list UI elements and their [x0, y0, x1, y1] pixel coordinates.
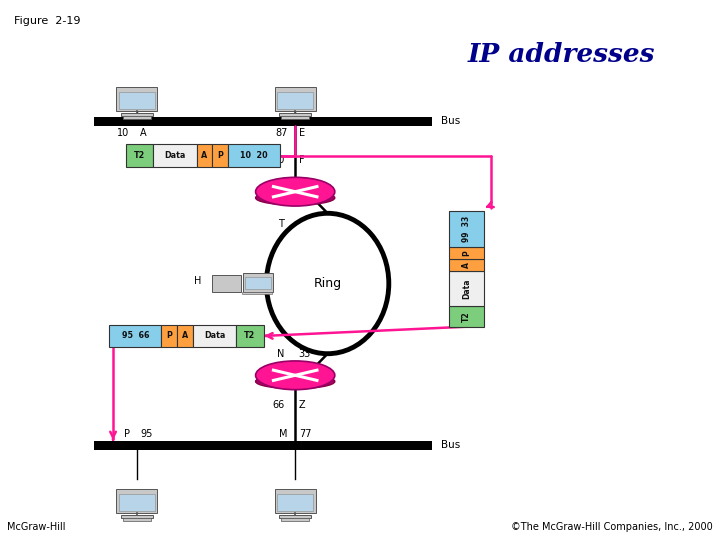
- Bar: [122, 116, 151, 119]
- Bar: [277, 92, 313, 109]
- Text: 10: 10: [117, 129, 130, 138]
- Ellipse shape: [256, 177, 335, 206]
- Bar: [119, 494, 155, 511]
- Text: Bus: Bus: [441, 117, 460, 126]
- Bar: [274, 87, 316, 111]
- Text: 66: 66: [272, 400, 284, 410]
- Bar: [121, 515, 153, 518]
- Bar: [116, 87, 158, 111]
- Text: IP addresses: IP addresses: [468, 42, 655, 66]
- Text: A: A: [140, 129, 147, 138]
- Bar: [277, 494, 313, 511]
- Bar: [236, 325, 264, 347]
- Bar: [197, 144, 212, 167]
- Text: Figure  2-19: Figure 2-19: [14, 16, 81, 26]
- Bar: [116, 489, 158, 514]
- Bar: [121, 113, 153, 116]
- Bar: [449, 271, 484, 306]
- Text: A: A: [202, 151, 207, 160]
- Bar: [245, 277, 271, 289]
- Ellipse shape: [266, 213, 389, 354]
- Text: Data: Data: [164, 151, 186, 160]
- Text: 95  66: 95 66: [122, 332, 149, 340]
- Text: 33: 33: [299, 349, 311, 359]
- Bar: [119, 92, 155, 109]
- Ellipse shape: [256, 361, 335, 390]
- Bar: [212, 275, 241, 292]
- Ellipse shape: [256, 374, 335, 389]
- Bar: [228, 144, 280, 167]
- Text: E: E: [299, 129, 305, 138]
- Text: P: P: [124, 429, 130, 438]
- Text: N: N: [277, 349, 284, 359]
- Bar: [94, 117, 432, 126]
- Text: T2: T2: [244, 332, 256, 340]
- Text: 99: 99: [299, 219, 311, 229]
- Bar: [449, 306, 484, 327]
- Bar: [243, 273, 273, 292]
- Bar: [242, 293, 272, 294]
- Text: P: P: [166, 332, 172, 340]
- Bar: [212, 144, 228, 167]
- Text: 95: 95: [140, 429, 153, 438]
- Text: 71: 71: [212, 276, 225, 286]
- Text: T: T: [279, 219, 284, 229]
- Bar: [449, 247, 484, 259]
- Text: P: P: [217, 151, 223, 160]
- Text: T2: T2: [134, 151, 145, 160]
- Text: Data: Data: [204, 332, 225, 340]
- Text: McGraw-Hill: McGraw-Hill: [7, 522, 66, 532]
- Text: Data: Data: [462, 279, 471, 299]
- Text: 10  20: 10 20: [240, 151, 268, 160]
- Bar: [449, 211, 484, 247]
- Text: A: A: [182, 332, 188, 340]
- Text: H: H: [194, 276, 202, 286]
- Ellipse shape: [256, 191, 335, 205]
- Text: M: M: [279, 429, 288, 438]
- Bar: [122, 518, 151, 521]
- Text: A: A: [462, 262, 471, 268]
- Bar: [177, 325, 193, 347]
- Bar: [279, 515, 311, 518]
- Bar: [153, 144, 197, 167]
- Text: 20: 20: [272, 156, 284, 165]
- Text: Ring: Ring: [313, 277, 342, 290]
- Bar: [449, 259, 484, 271]
- Text: Z: Z: [299, 400, 305, 410]
- Bar: [281, 116, 310, 119]
- Text: Bus: Bus: [441, 441, 460, 450]
- Bar: [109, 325, 161, 347]
- Text: 99  33: 99 33: [462, 216, 471, 242]
- Text: 77: 77: [299, 429, 311, 438]
- Text: 87: 87: [276, 129, 288, 138]
- Text: ©The McGraw-Hill Companies, Inc., 2000: ©The McGraw-Hill Companies, Inc., 2000: [511, 522, 713, 532]
- Bar: [279, 113, 311, 116]
- Bar: [161, 325, 177, 347]
- Bar: [281, 518, 310, 521]
- Bar: [274, 489, 316, 514]
- Bar: [126, 144, 153, 167]
- Text: T2: T2: [462, 311, 471, 322]
- Bar: [94, 441, 432, 450]
- Text: P: P: [462, 251, 471, 256]
- Text: F: F: [299, 156, 305, 165]
- Bar: [193, 325, 236, 347]
